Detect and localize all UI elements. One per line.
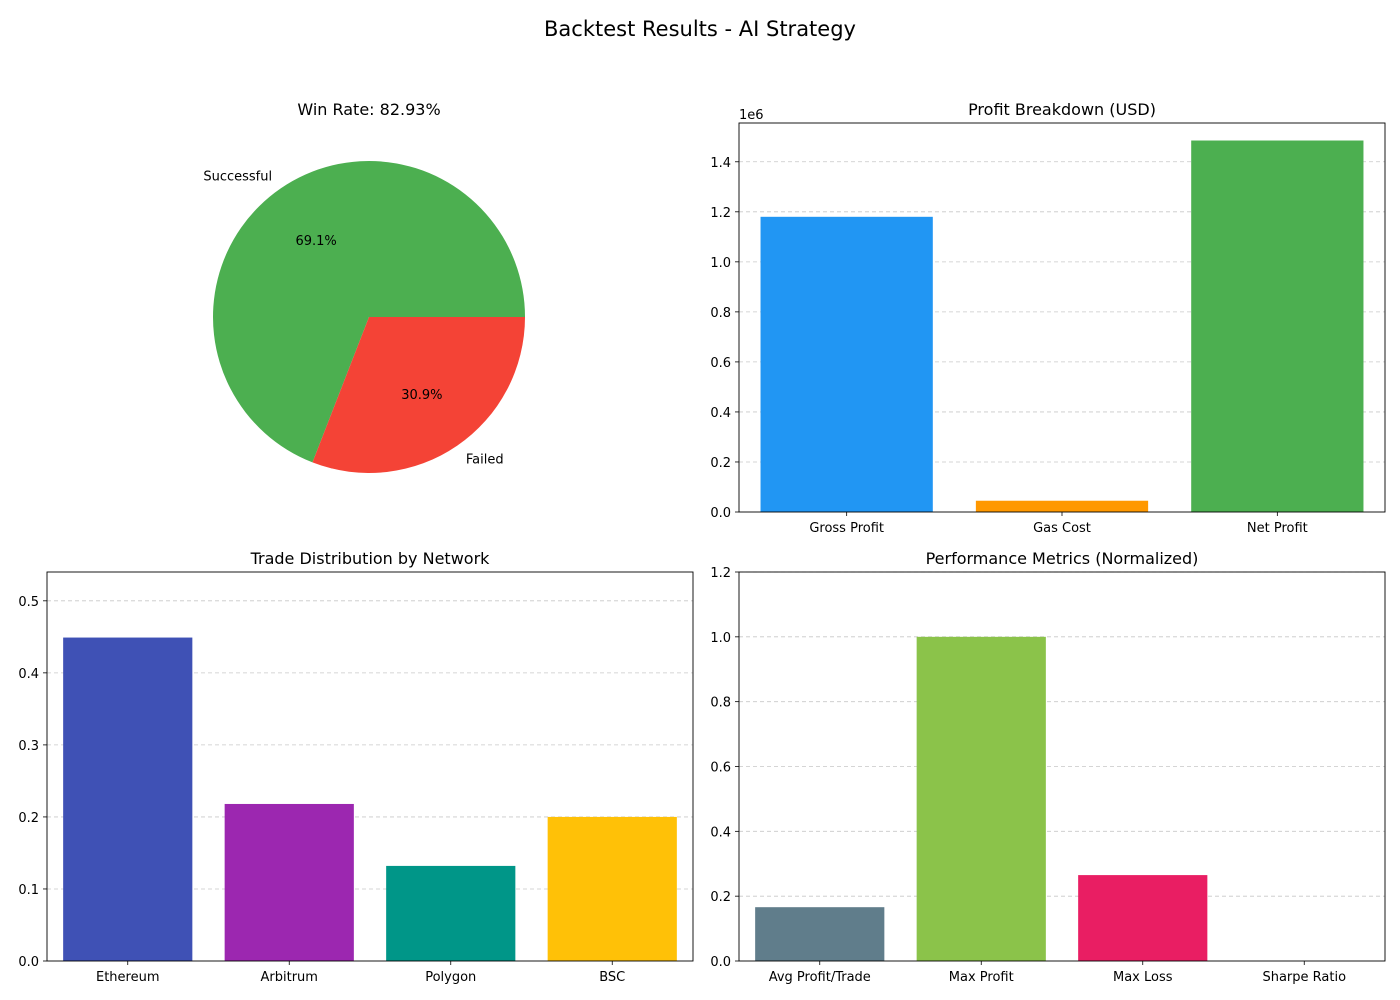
y-tick-label: 0.1 xyxy=(18,883,39,898)
y-tick-label: 0.4 xyxy=(710,825,731,840)
profit-breakdown-title: Profit Breakdown (USD) xyxy=(968,100,1156,119)
y-tick-label: 0.8 xyxy=(710,696,731,711)
performance-metrics-title: Performance Metrics (Normalized) xyxy=(926,549,1199,568)
bar-avg-profit-trade xyxy=(755,907,885,961)
y-tick-label: 0.5 xyxy=(18,595,39,610)
y-tick-label: 1.0 xyxy=(710,256,731,271)
y-tick-label: 1.2 xyxy=(710,566,731,581)
y-tick-label: 0.8 xyxy=(710,306,731,321)
pie-title: Win Rate: 82.93% xyxy=(297,100,440,119)
pie-label-successful: Successful xyxy=(203,169,272,184)
y-tick-label: 1.0 xyxy=(710,631,731,646)
bar-gas-cost xyxy=(975,500,1149,512)
bar-ethereum xyxy=(63,637,193,961)
figure-title: Backtest Results - AI Strategy xyxy=(544,17,856,41)
bar-gross-profit xyxy=(760,216,933,512)
y-tick-label: 0.4 xyxy=(18,667,39,682)
performance-metrics-chart: Performance Metrics (Normalized) Avg Pro… xyxy=(710,549,1386,985)
trade-distribution-chart: Trade Distribution by Network Ethereum Ar… xyxy=(18,549,694,985)
bar-polygon xyxy=(386,865,516,961)
x-tick-label: BSC xyxy=(599,970,625,985)
x-tick-label: Avg Profit/Trade xyxy=(769,970,871,985)
y-tick-label: 0.2 xyxy=(710,890,731,905)
x-tick-label: Ethereum xyxy=(96,970,160,985)
y-tick-label: 0.6 xyxy=(710,761,731,776)
bar-max-loss xyxy=(1078,875,1208,961)
x-tick-label: Polygon xyxy=(425,970,476,985)
trade-distribution-title: Trade Distribution by Network xyxy=(250,549,491,568)
profit-breakdown-chart: Profit Breakdown (USD) Gross Profit Gas C… xyxy=(710,100,1386,536)
pie-slice-successful xyxy=(213,161,525,463)
y-tick-label: 0.2 xyxy=(710,456,731,471)
y-tick-label: 0.0 xyxy=(710,955,731,970)
bar-bsc xyxy=(547,816,677,961)
x-tick-label: Sharpe Ratio xyxy=(1262,970,1346,985)
axes-frame xyxy=(46,571,694,962)
axes-frame xyxy=(738,122,1386,513)
y-tick-label: 0.6 xyxy=(710,356,731,371)
pie-pct-label-successful: 69.1% xyxy=(295,234,336,249)
y-tick-label: 1.4 xyxy=(710,156,731,171)
y-tick-label: 1.2 xyxy=(710,206,731,221)
pie-label-failed: Failed xyxy=(466,453,504,468)
x-tick-label: Gas Cost xyxy=(1033,521,1091,536)
y-tick-label: 0.3 xyxy=(18,739,39,754)
win-rate-pie-chart: Win Rate: 82.93% 69.1% Successful 30.9% Fai… xyxy=(203,100,526,474)
y-tick-label: 0.2 xyxy=(18,811,39,826)
bar-arbitrum xyxy=(224,803,354,961)
x-tick-label: Gross Profit xyxy=(809,521,884,536)
y-tick-label: 0.0 xyxy=(18,955,39,970)
x-tick-label: Net Profit xyxy=(1247,521,1308,536)
axes-frame xyxy=(738,571,1386,962)
y-offset-label: 1e6 xyxy=(739,108,764,123)
bar-max-profit xyxy=(916,636,1046,961)
y-tick-label: 0.0 xyxy=(710,506,731,521)
x-tick-label: Max Loss xyxy=(1113,970,1173,985)
bar-net-profit xyxy=(1191,140,1364,512)
y-tick-label: 0.4 xyxy=(710,406,731,421)
pie-slice-failed xyxy=(312,317,526,474)
x-tick-label: Max Profit xyxy=(949,970,1014,985)
pie-pct-label-failed: 30.9% xyxy=(401,388,442,403)
x-tick-label: Arbitrum xyxy=(261,970,318,985)
